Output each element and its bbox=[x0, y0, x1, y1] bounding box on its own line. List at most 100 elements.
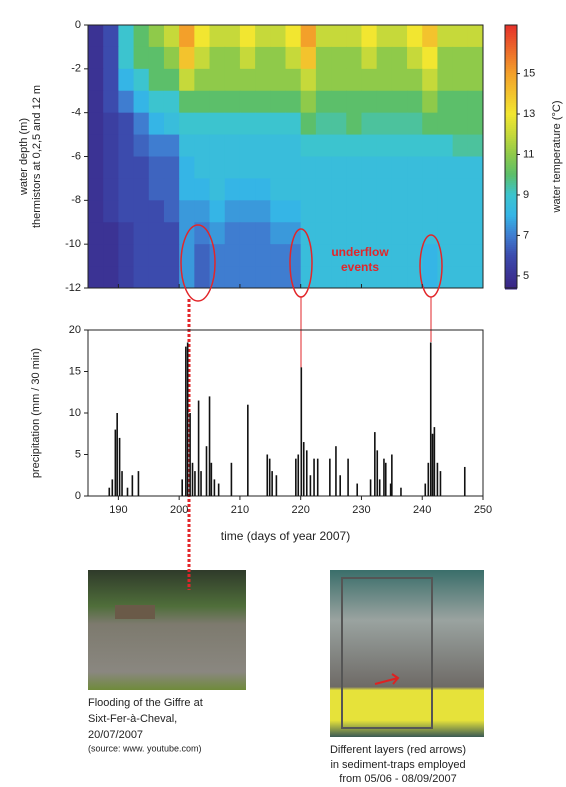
bar bbox=[266, 454, 269, 496]
heat-cell bbox=[422, 112, 438, 136]
heat-cell bbox=[437, 200, 454, 223]
heat-cell bbox=[103, 46, 119, 70]
heat-cell bbox=[239, 46, 256, 70]
heat-cell bbox=[331, 90, 347, 114]
heat-cell bbox=[179, 156, 195, 179]
colorbar-step bbox=[505, 45, 517, 48]
heat-cell bbox=[391, 134, 408, 157]
heat-cell bbox=[376, 244, 393, 267]
heat-cell bbox=[103, 156, 119, 179]
heat-cell bbox=[103, 25, 119, 48]
heat-cell bbox=[163, 46, 180, 70]
heat-cell bbox=[194, 200, 211, 223]
heat-cell bbox=[315, 156, 332, 179]
heat-cell bbox=[437, 178, 454, 201]
colorbar-step bbox=[505, 99, 517, 102]
heat-cell bbox=[194, 178, 211, 201]
colorbar-step bbox=[505, 269, 517, 272]
heat-cell bbox=[103, 266, 119, 289]
heat-cell bbox=[88, 90, 104, 114]
bar bbox=[210, 462, 213, 496]
colorbar-step bbox=[505, 185, 517, 188]
heat-cell bbox=[239, 90, 256, 114]
colorbar-step bbox=[505, 157, 517, 160]
heat-cell bbox=[285, 46, 302, 70]
heat-cell bbox=[239, 112, 256, 136]
colorbar-step bbox=[505, 191, 517, 194]
colorbar-step bbox=[505, 31, 517, 34]
heat-cell bbox=[467, 25, 484, 48]
colorbar-step bbox=[505, 165, 517, 168]
bar bbox=[429, 342, 432, 496]
heat-cell bbox=[407, 244, 423, 267]
heat-cell bbox=[391, 90, 408, 114]
colorbar-step bbox=[505, 277, 517, 280]
bar bbox=[427, 462, 430, 496]
heat-cell bbox=[163, 134, 180, 157]
colorbar-step bbox=[505, 245, 517, 248]
heat-cell bbox=[224, 68, 241, 92]
heat-cell bbox=[255, 200, 271, 223]
heat-cell bbox=[285, 25, 302, 48]
heat-cell bbox=[118, 156, 135, 179]
heat-cell bbox=[361, 200, 378, 223]
colorbar-step bbox=[505, 183, 517, 186]
colorbar-step bbox=[505, 223, 517, 226]
heat-cell bbox=[407, 90, 423, 114]
heat-cell bbox=[422, 156, 438, 179]
heat-cell bbox=[346, 68, 362, 92]
x-tick-label: 230 bbox=[352, 504, 370, 516]
heat-cell bbox=[255, 222, 271, 245]
heat-cell bbox=[467, 68, 484, 92]
heat-cell bbox=[270, 178, 286, 201]
colorbar-step bbox=[505, 75, 517, 78]
heat-cell bbox=[346, 134, 362, 157]
heat-cell bbox=[285, 112, 302, 136]
heat-cell bbox=[255, 25, 271, 48]
colorbar-step bbox=[505, 95, 517, 98]
colorbar-step bbox=[505, 115, 517, 118]
colorbar-step bbox=[505, 243, 517, 246]
heat-cell bbox=[376, 25, 393, 48]
heat-cell bbox=[285, 134, 302, 157]
colorbar-step bbox=[505, 61, 517, 64]
bar bbox=[463, 466, 466, 496]
heat-cell bbox=[346, 46, 362, 70]
heat-cell bbox=[255, 178, 271, 201]
plot-frame bbox=[87, 329, 484, 497]
heat-cell bbox=[331, 134, 347, 157]
colorbar-step bbox=[505, 231, 517, 234]
colorbar-step bbox=[505, 59, 517, 62]
heat-cell bbox=[315, 68, 332, 92]
heat-cell bbox=[391, 68, 408, 92]
caption: Sixt-Fer-à-Cheval, bbox=[88, 713, 177, 725]
y-axis-label-text: precipitation (mm / 30 min) bbox=[30, 348, 42, 478]
bar bbox=[217, 483, 220, 496]
heat-cell bbox=[315, 25, 332, 48]
heat-cell bbox=[300, 200, 317, 223]
heat-cell bbox=[452, 46, 469, 70]
heat-cell bbox=[315, 266, 332, 289]
bar bbox=[316, 458, 319, 496]
heat-cell bbox=[224, 244, 241, 267]
colorbar-step bbox=[505, 169, 517, 172]
heat-cell bbox=[300, 112, 317, 136]
heat-cell bbox=[133, 178, 150, 201]
heat-cell bbox=[133, 222, 150, 245]
colorbar-step bbox=[505, 105, 517, 108]
y-tick-label: -12 bbox=[65, 282, 81, 294]
bar bbox=[433, 427, 436, 496]
heat-cell bbox=[315, 244, 332, 267]
heat-cell bbox=[300, 90, 317, 114]
heat-cell bbox=[179, 244, 195, 267]
heat-cell bbox=[422, 46, 438, 70]
colorbar-tick-label: 5 bbox=[523, 270, 529, 282]
bar bbox=[391, 454, 393, 496]
heat-cell bbox=[103, 200, 119, 223]
bar bbox=[384, 462, 387, 496]
flood-house bbox=[115, 605, 155, 619]
heat-cell bbox=[391, 46, 408, 70]
heat-cell bbox=[452, 200, 469, 223]
heat-cell bbox=[118, 178, 135, 201]
colorbar-step bbox=[505, 123, 517, 126]
